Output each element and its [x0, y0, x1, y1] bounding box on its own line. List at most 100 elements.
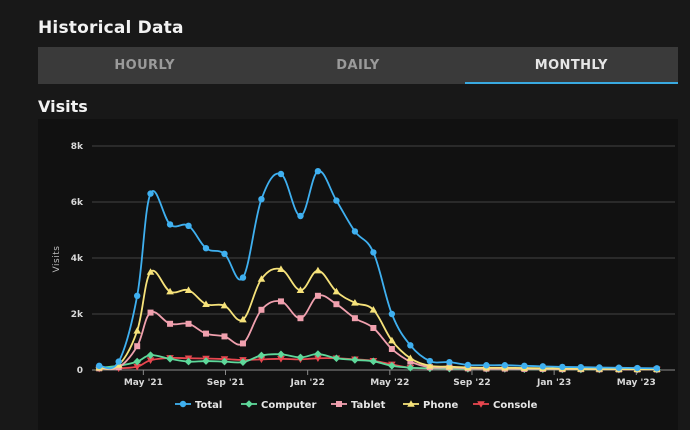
data-point: [133, 363, 141, 371]
data-point: [147, 190, 154, 197]
data-point: [426, 362, 434, 369]
data-point: [369, 306, 378, 313]
series-line-phone: [99, 267, 657, 371]
legend-marker: [477, 401, 485, 408]
data-point: [370, 325, 377, 331]
data-point: [634, 364, 641, 372]
tab-monthly[interactable]: MONTHLY: [464, 47, 679, 84]
data-point: [596, 364, 603, 371]
y-axis-ticks: 0 2k 4k 6k 8k: [71, 142, 84, 376]
data-point: [615, 364, 623, 371]
legend-item-tablet[interactable]: Tablet: [331, 400, 386, 411]
x-tick-label: May '21: [124, 378, 163, 388]
legend-item-phone[interactable]: Phone: [403, 400, 458, 411]
data-point: [146, 351, 155, 359]
data-point: [314, 266, 322, 274]
tab-daily[interactable]: DAILY: [336, 58, 380, 73]
data-point: [351, 299, 359, 306]
data-point: [446, 358, 453, 366]
data-point: [115, 358, 122, 365]
data-point: [406, 354, 415, 362]
data-point: [426, 357, 434, 365]
data-point: [133, 327, 141, 334]
data-point: [166, 355, 174, 363]
data-point: [202, 245, 210, 252]
data-point: [332, 287, 341, 295]
data-point: [388, 362, 396, 370]
data-point: [501, 362, 509, 369]
data-point: [464, 361, 472, 369]
data-point: [559, 363, 566, 371]
x-axis: May '21 Sep '21 Jan '22 May '22 Sep '22 Jan '…: [124, 370, 656, 388]
legend-marker: [336, 401, 342, 407]
data-point: [257, 275, 266, 282]
data-point: [333, 197, 340, 204]
legend-item-total[interactable]: Total: [175, 400, 222, 411]
x-tick-label: Sep '22: [453, 378, 490, 388]
data-point: [184, 357, 193, 366]
data-point: [407, 342, 414, 349]
legend-label: Tablet: [351, 400, 386, 411]
data-point: [277, 356, 285, 363]
legend-label: Console: [493, 400, 538, 411]
data-point: [202, 330, 209, 337]
data-point: [185, 320, 192, 327]
data-point: [134, 343, 141, 350]
x-tick-label: May '22: [370, 378, 409, 388]
tab-hourly[interactable]: HOURLY: [114, 58, 175, 73]
x-tick-label: Sep '21: [207, 378, 244, 388]
data-point: [277, 298, 284, 305]
data-point: [257, 356, 266, 364]
y-tick-label: 8k: [71, 142, 84, 152]
data-point: [483, 362, 490, 369]
chart-legend: Total Computer Tablet Phone Console: [175, 400, 538, 411]
data-point: [297, 212, 304, 220]
data-point: [351, 228, 359, 235]
data-point: [239, 358, 247, 366]
data-point: [95, 362, 103, 369]
data-point: [577, 364, 585, 371]
series-phone: [95, 265, 661, 372]
legend-item-computer[interactable]: Computer: [241, 400, 316, 411]
data-point: [653, 365, 661, 372]
legend-label: Total: [195, 400, 222, 411]
data-point: [297, 315, 304, 322]
data-point: [370, 249, 377, 256]
chart-series: [95, 168, 661, 374]
data-point: [314, 292, 321, 299]
data-point: [296, 286, 305, 293]
x-tick-label: Jan '23: [536, 378, 571, 388]
data-point: [257, 351, 266, 360]
legend-marker: [407, 400, 415, 407]
data-point: [185, 222, 192, 229]
data-point: [166, 221, 174, 228]
x-tick-label: May '23: [617, 378, 656, 388]
y-tick-label: 0: [77, 366, 83, 376]
chart-grid: [92, 145, 675, 371]
data-point: [221, 333, 228, 340]
data-point: [202, 357, 210, 365]
data-point: [407, 358, 414, 365]
data-point: [351, 315, 358, 322]
page-title: Historical Data: [38, 18, 184, 38]
data-point: [258, 306, 265, 313]
data-point: [277, 170, 285, 178]
data-point: [167, 320, 174, 327]
data-point: [239, 274, 247, 281]
y-axis-label: Visits: [52, 246, 62, 273]
legend-item-console[interactable]: Console: [473, 400, 538, 411]
visits-chart: 0 2k 4k 6k 8k Visits May '21 Sep '21 Jan '22 Ma…: [38, 119, 678, 430]
y-tick-label: 2k: [71, 310, 84, 320]
legend-marker: [245, 400, 253, 408]
y-tick-label: 4k: [71, 254, 84, 264]
section-title: Visits: [38, 97, 88, 116]
data-point: [258, 196, 265, 203]
data-point: [166, 287, 174, 295]
data-point: [388, 346, 395, 352]
data-point: [221, 250, 228, 257]
data-point: [239, 315, 247, 323]
data-point: [351, 356, 359, 364]
data-point: [239, 340, 246, 347]
data-point: [406, 363, 415, 372]
data-point: [220, 301, 229, 309]
